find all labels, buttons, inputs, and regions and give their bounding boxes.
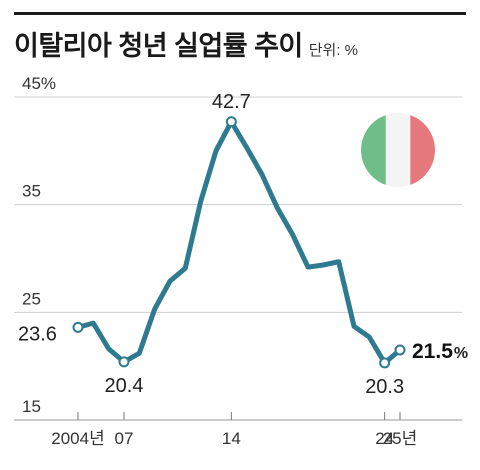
- data-point-marker: [394, 344, 406, 356]
- flag-green-stripe: [361, 113, 387, 187]
- y-tick-label: 25: [22, 289, 41, 308]
- title-rule: [14, 12, 466, 15]
- title-row: 이탈리아 청년 실업률 추이 단위: %: [14, 24, 358, 63]
- data-point-marker: [72, 321, 84, 333]
- chart-title: 이탈리아 청년 실업률 추이: [14, 31, 303, 61]
- data-label: 21.5%: [412, 340, 468, 363]
- x-tick-label: 2004년: [51, 429, 104, 448]
- data-label: 42.7: [212, 91, 251, 113]
- y-tick-label: 15: [22, 397, 41, 416]
- y-tick-label: 35: [22, 182, 41, 201]
- x-tick-label: 25년: [383, 429, 418, 448]
- flag-white-stripe: [385, 113, 411, 187]
- data-point-marker: [379, 357, 391, 369]
- x-tick-label: 14: [222, 429, 241, 448]
- data-point-marker: [118, 356, 130, 368]
- data-label: 20.3: [365, 376, 404, 398]
- data-label: 23.6: [18, 323, 57, 345]
- data-label-unit: %: [454, 345, 468, 362]
- data-label: 20.4: [105, 375, 144, 397]
- unit-label: 단위: %: [308, 42, 359, 59]
- italy-flag-icon: [361, 113, 435, 187]
- x-tick-label: 07: [115, 429, 134, 448]
- y-tick-label: 45%: [22, 74, 56, 93]
- data-point-marker: [225, 116, 237, 128]
- series-line: [75, 119, 403, 366]
- x-tick-label: 24: [375, 429, 394, 448]
- flag-red-stripe: [410, 113, 435, 187]
